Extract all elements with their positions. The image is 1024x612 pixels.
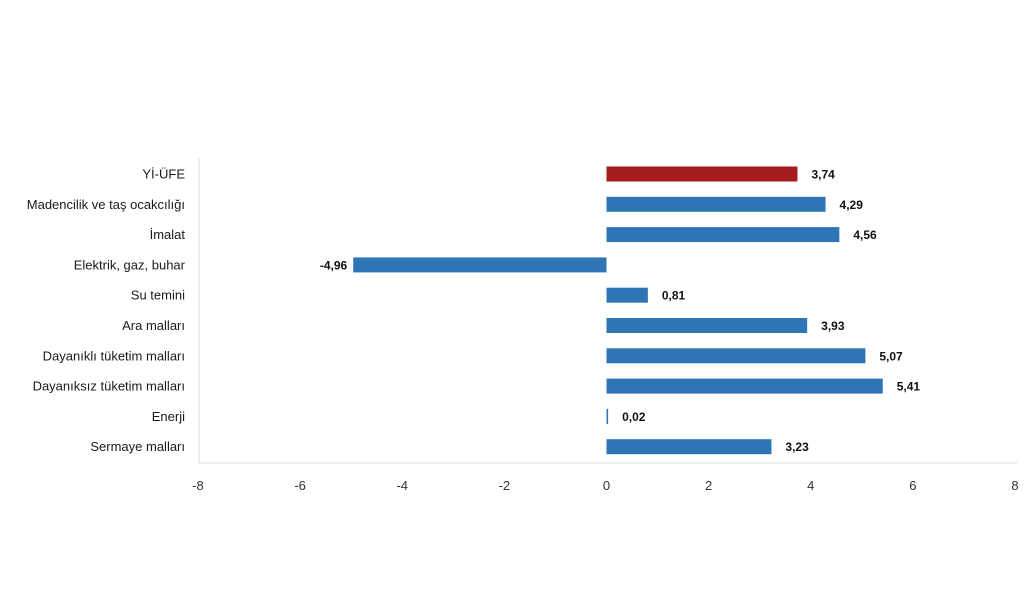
x-tick-label: -8 (192, 478, 204, 493)
data-label: 5,07 (879, 349, 903, 363)
x-tick-label: 8 (1011, 478, 1018, 493)
x-tick-label: -4 (396, 478, 408, 493)
bar-4 (606, 287, 648, 303)
data-label: 3,93 (821, 319, 845, 333)
category-label: Ara malları (122, 318, 185, 333)
category-label: Dayanıksız tüketim malları (33, 379, 185, 394)
category-label: Madencilik ve taş ocakcılığı (27, 197, 185, 212)
data-label: 5,41 (897, 380, 921, 394)
bar-6 (606, 348, 866, 364)
bar-8 (606, 408, 609, 424)
bar-1 (606, 196, 826, 212)
x-tick-label: 2 (705, 478, 712, 493)
bars-layer (353, 166, 883, 455)
bar-2 (606, 227, 840, 243)
bar-9 (606, 439, 772, 455)
data-label: 0,02 (622, 410, 646, 424)
axes-layer (198, 158, 1017, 464)
category-label: Yİ-ÜFE (142, 167, 185, 182)
category-label: Dayanıklı tüketim malları (43, 348, 185, 363)
labels-layer: -8 -6 -4 -2 0 2 4 6 8 Yİ-ÜFE 3,74 Madencilik ve taş… (27, 167, 1019, 494)
data-label: 3,74 (811, 168, 835, 182)
x-tick-label: 6 (909, 478, 916, 493)
data-label: 0,81 (662, 289, 686, 303)
data-label: 3,23 (785, 440, 809, 454)
bar-7 (606, 378, 883, 394)
data-label: 4,29 (840, 198, 864, 212)
x-tick-label: 4 (807, 478, 814, 493)
bar-5 (606, 318, 808, 333)
data-label: 4,56 (853, 228, 877, 242)
bar-3 (353, 257, 607, 273)
x-tick-label: 0 (603, 478, 610, 493)
category-label: İmalat (150, 227, 186, 242)
category-label: Su temini (131, 288, 185, 303)
category-label: Elektrik, gaz, buhar (74, 257, 186, 272)
category-label: Sermaye malları (90, 439, 185, 454)
data-label: -4,96 (320, 258, 348, 272)
x-tick-label: -6 (294, 478, 306, 493)
x-tick-label: -2 (499, 478, 511, 493)
category-label: Enerji (152, 409, 185, 424)
bar-0 (606, 166, 798, 182)
